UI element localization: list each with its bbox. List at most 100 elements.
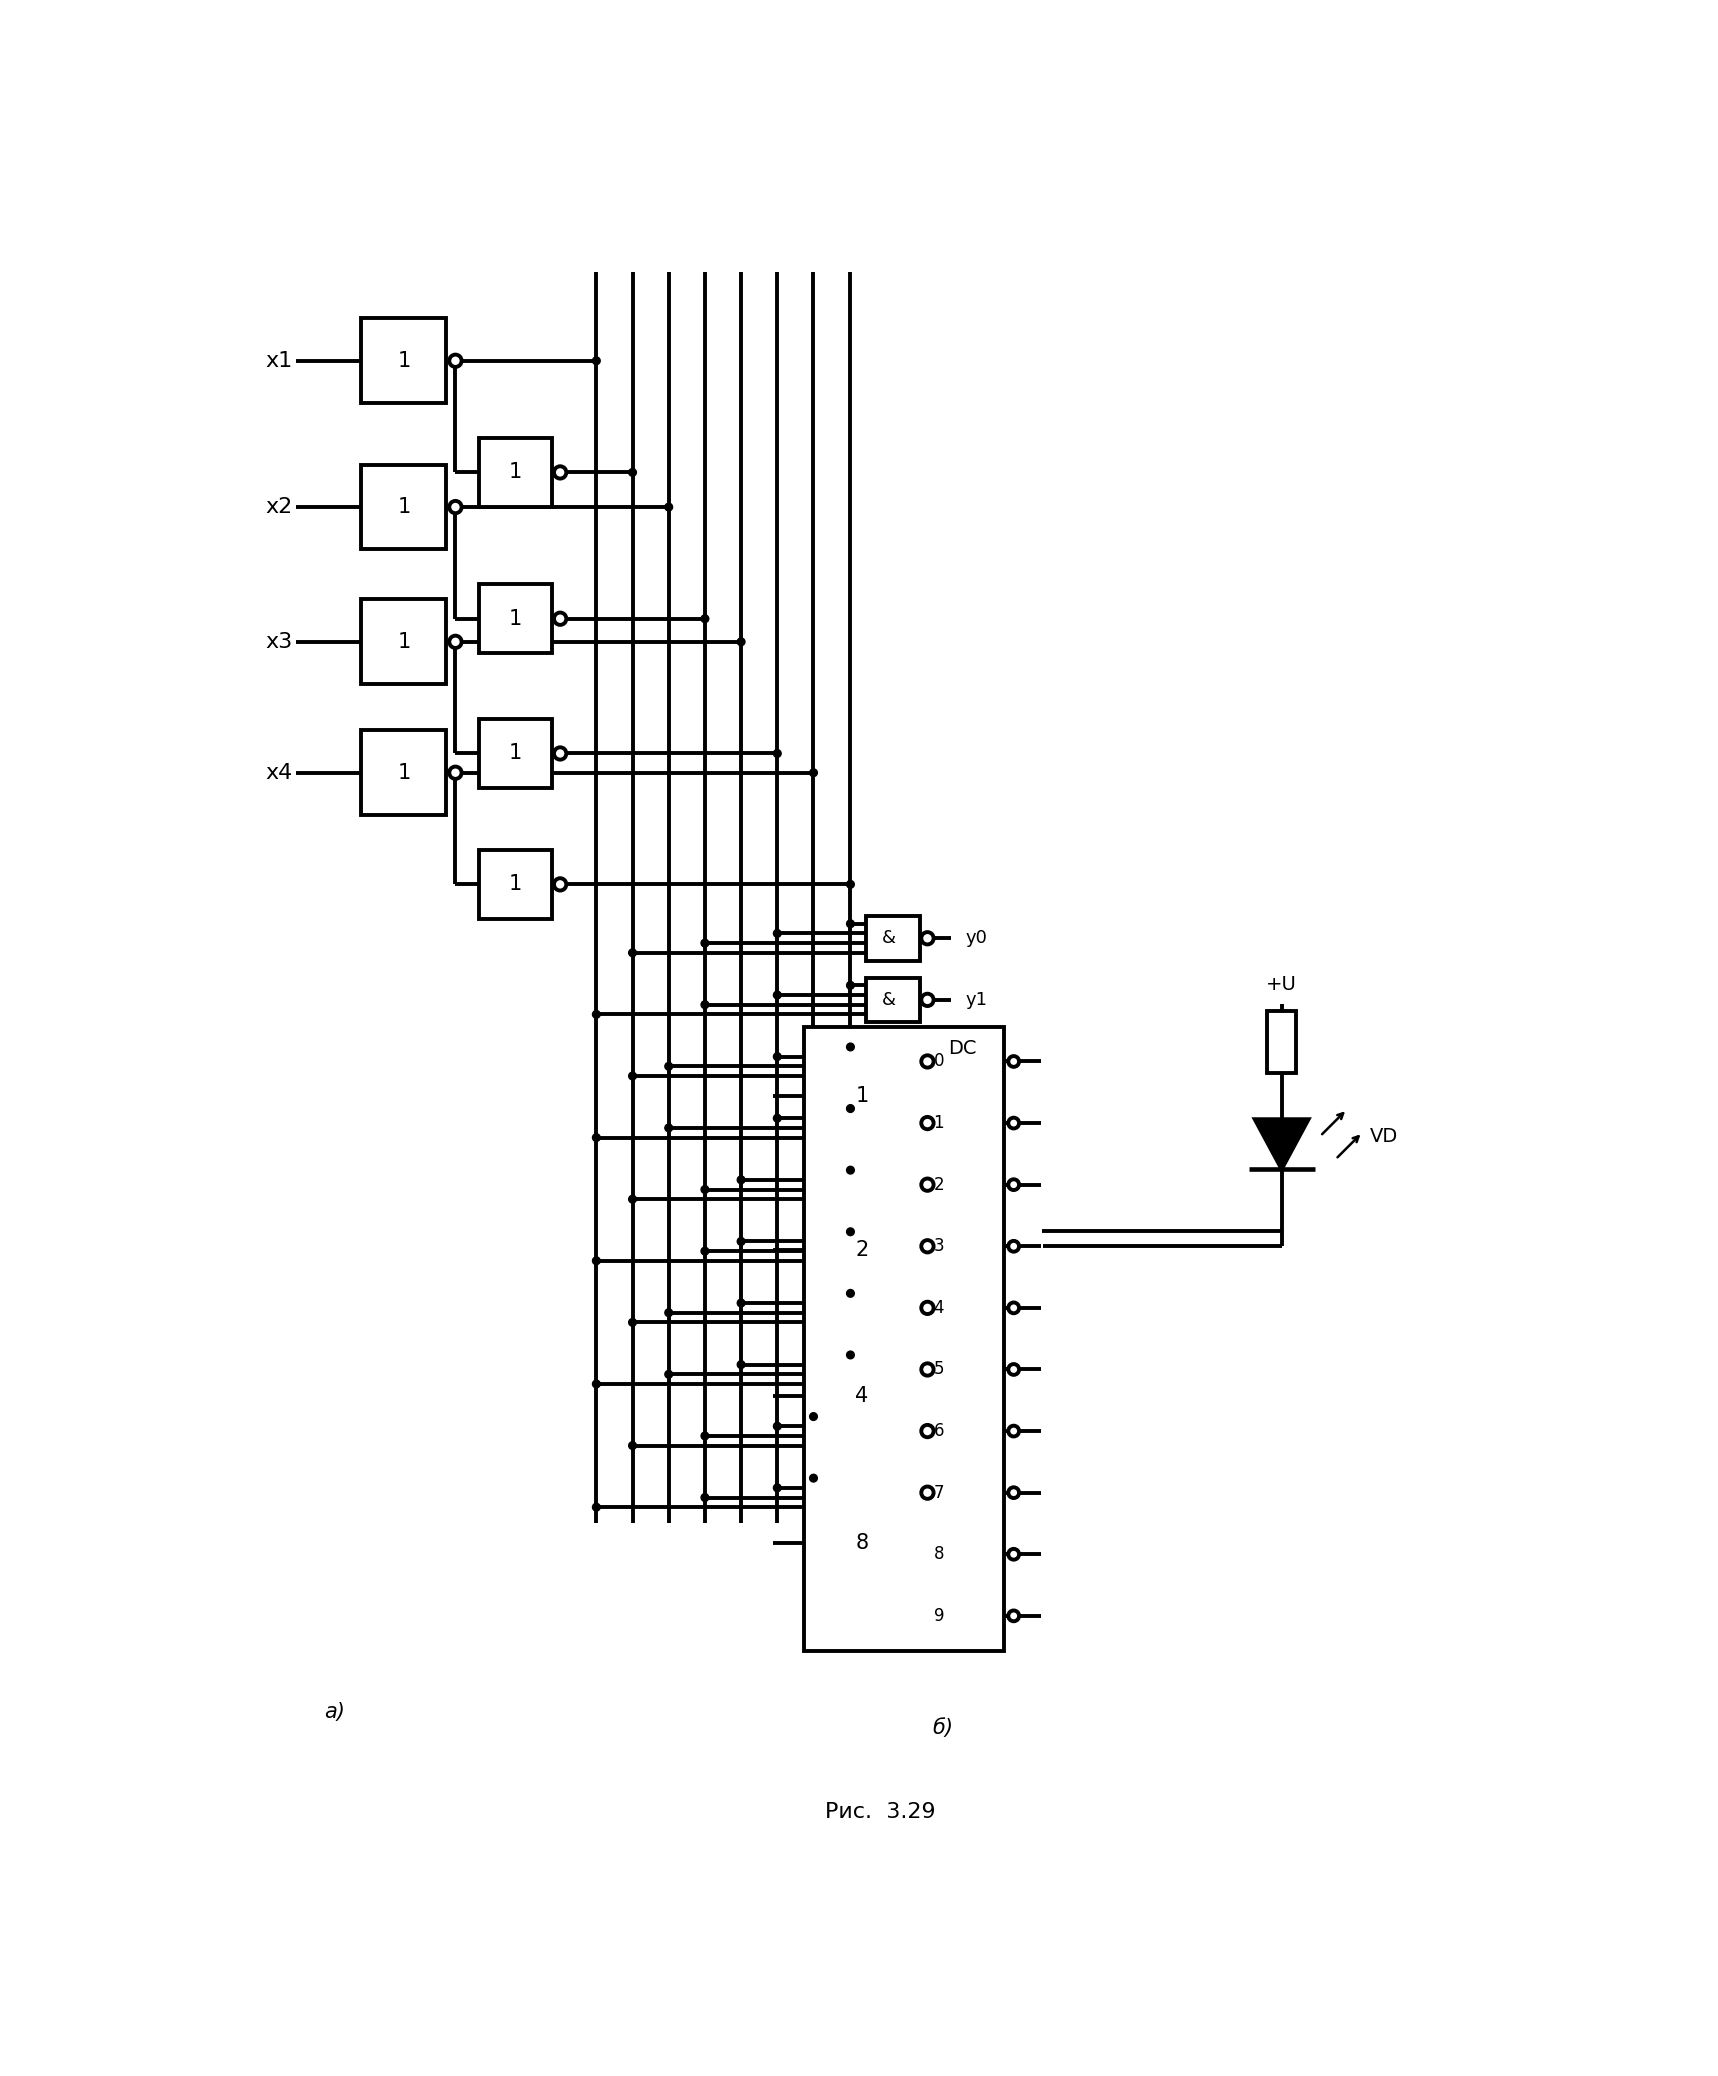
Circle shape (1008, 1302, 1019, 1314)
Circle shape (773, 1484, 782, 1493)
Text: 2: 2 (856, 1239, 869, 1260)
Text: &: & (881, 1175, 897, 1194)
Circle shape (737, 1300, 746, 1308)
Text: &: & (881, 1422, 897, 1441)
Circle shape (921, 1424, 933, 1437)
Bar (479, 438, 553, 507)
Text: y5: y5 (966, 1237, 988, 1256)
Circle shape (809, 768, 818, 776)
Bar (866, 916, 919, 961)
Circle shape (737, 1360, 746, 1368)
Bar (804, 1028, 1005, 1650)
Text: 2: 2 (933, 1175, 945, 1194)
Text: y7: y7 (966, 1360, 988, 1378)
Circle shape (921, 1055, 933, 1067)
Circle shape (450, 766, 462, 778)
Text: DC: DC (948, 1038, 976, 1059)
Circle shape (593, 1011, 600, 1017)
Circle shape (701, 938, 710, 947)
Text: 6: 6 (933, 1422, 945, 1441)
Text: 3: 3 (933, 1237, 945, 1256)
Text: 5: 5 (933, 1360, 945, 1378)
Text: y2: y2 (966, 1053, 988, 1071)
Text: +U: +U (1266, 976, 1297, 994)
Circle shape (847, 1167, 854, 1175)
Circle shape (773, 1053, 782, 1061)
Text: 1: 1 (509, 463, 522, 482)
Circle shape (701, 1185, 710, 1194)
Circle shape (847, 880, 854, 889)
Text: б): б) (933, 1717, 953, 1738)
Text: 4: 4 (933, 1300, 945, 1316)
Circle shape (701, 1248, 710, 1256)
Circle shape (847, 1289, 854, 1298)
Circle shape (921, 1179, 933, 1192)
Circle shape (1008, 1179, 1019, 1190)
Circle shape (593, 357, 600, 365)
Circle shape (665, 1308, 672, 1316)
Text: 1: 1 (933, 1115, 945, 1131)
Text: &: & (881, 990, 897, 1009)
Circle shape (450, 355, 462, 367)
Text: x2: x2 (265, 496, 292, 517)
Text: 1: 1 (856, 1086, 869, 1107)
Bar (479, 849, 553, 920)
Circle shape (629, 469, 636, 475)
Circle shape (773, 990, 782, 999)
Bar (866, 1163, 919, 1206)
Bar (866, 1347, 919, 1391)
Circle shape (553, 612, 567, 625)
Text: y8: y8 (966, 1422, 988, 1441)
Circle shape (665, 502, 672, 511)
Circle shape (701, 1432, 710, 1441)
Circle shape (847, 982, 854, 988)
Circle shape (921, 1302, 933, 1314)
Circle shape (1008, 1057, 1019, 1067)
Text: &: & (881, 1300, 897, 1316)
Circle shape (553, 747, 567, 760)
Text: &: & (881, 930, 897, 947)
Circle shape (809, 1474, 818, 1482)
Circle shape (450, 500, 462, 513)
Circle shape (1008, 1241, 1019, 1252)
Text: x1: x1 (265, 351, 292, 372)
Text: 1: 1 (509, 743, 522, 764)
Circle shape (921, 1117, 933, 1129)
Text: x4: x4 (265, 762, 292, 783)
Circle shape (629, 1071, 636, 1080)
Circle shape (847, 920, 854, 928)
Text: y1: y1 (966, 990, 988, 1009)
Circle shape (847, 1351, 854, 1360)
Bar (361, 318, 447, 403)
Circle shape (553, 467, 567, 480)
Circle shape (593, 1381, 600, 1389)
Text: 1: 1 (397, 351, 411, 372)
Circle shape (737, 637, 746, 646)
Circle shape (773, 930, 782, 936)
Circle shape (665, 1123, 672, 1131)
Circle shape (629, 1318, 636, 1327)
Bar (866, 1285, 919, 1331)
Circle shape (701, 1001, 710, 1009)
Bar (361, 731, 447, 816)
Circle shape (921, 994, 933, 1007)
Bar (866, 1410, 919, 1453)
Circle shape (629, 949, 636, 957)
Circle shape (921, 932, 933, 945)
Bar (361, 600, 447, 685)
Bar (479, 583, 553, 654)
Circle shape (847, 1227, 854, 1235)
Circle shape (629, 1196, 636, 1202)
Bar (866, 1470, 919, 1515)
Circle shape (701, 614, 710, 623)
Circle shape (665, 1063, 672, 1069)
Text: y9: y9 (966, 1484, 988, 1501)
Text: y3: y3 (966, 1115, 988, 1131)
Text: &: & (881, 1115, 897, 1131)
Text: x3: x3 (265, 631, 292, 652)
Text: 9: 9 (933, 1607, 945, 1626)
Text: y4: y4 (966, 1175, 988, 1194)
Text: 0: 0 (933, 1053, 945, 1071)
Circle shape (665, 1370, 672, 1378)
Circle shape (773, 1422, 782, 1430)
